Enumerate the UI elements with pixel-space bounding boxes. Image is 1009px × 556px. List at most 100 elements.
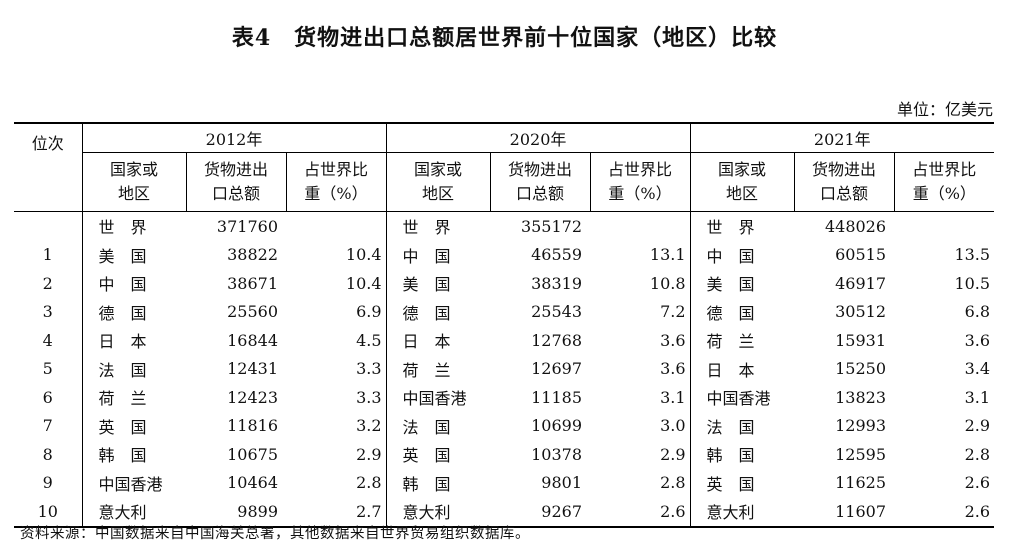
share-cell xyxy=(894,212,994,241)
country-cell: 意大利 xyxy=(81,497,186,527)
value-cell: 10378 xyxy=(531,444,583,464)
share-cell: 3.6 xyxy=(660,330,686,350)
share-cell: 4.5 xyxy=(356,330,382,350)
rank-cell: 10 xyxy=(37,501,58,521)
share-cell: 2.8 xyxy=(356,473,382,493)
value-cell: 355172 xyxy=(520,216,583,236)
rank-cell: 8 xyxy=(42,444,53,464)
share-cell: 2.6 xyxy=(964,473,991,493)
share-header: 占世界比 重（%） xyxy=(285,152,387,212)
country-header: 国家或 地区 xyxy=(689,152,795,212)
country-cell: 法 国 xyxy=(81,354,186,383)
country-cell: 中国香港 xyxy=(689,383,795,412)
country-cell: 荷 兰 xyxy=(385,354,491,383)
year-header-2012: 2012年 xyxy=(81,123,387,153)
source-note: 资料来源：中国数据来自中国海关总署，其他数据来自世界贸易组织数据库。 xyxy=(20,526,530,542)
value-cell: 15250 xyxy=(835,359,887,379)
value-cell: 448026 xyxy=(824,216,887,236)
share-cell: 2.8 xyxy=(964,444,991,464)
country-cell: 意大利 xyxy=(385,497,491,527)
value-cell: 12993 xyxy=(835,416,887,436)
share-cell xyxy=(590,212,690,241)
country-header: 国家或 地区 xyxy=(385,152,491,212)
share-cell: 2.9 xyxy=(964,416,991,436)
value-cell: 9267 xyxy=(541,501,583,521)
rank-cell xyxy=(14,212,82,241)
value-cell: 371760 xyxy=(216,216,278,236)
table-row: 9 中国香港 10464 2.8 韩 国 9801 2.8 英 国 11625 2.6 xyxy=(14,468,994,497)
country-cell: 英 国 xyxy=(385,440,491,469)
value-cell: 25543 xyxy=(531,302,583,322)
share-cell: 13.5 xyxy=(954,245,991,265)
rank-header: 位次 xyxy=(14,123,82,212)
share-cell: 3.0 xyxy=(660,416,686,436)
value-header: 货物进出 口总额 xyxy=(793,152,895,212)
value-cell: 9899 xyxy=(237,501,278,521)
country-cell: 意大利 xyxy=(689,497,795,527)
value-cell: 12768 xyxy=(531,330,583,350)
share-cell: 10.8 xyxy=(649,273,686,293)
table-body: 世 界 371760 世 界 355172 世 界 448026 1 美 国 38822 10.4… xyxy=(14,211,994,527)
value-cell: 11185 xyxy=(531,387,583,407)
value-cell: 10464 xyxy=(227,473,278,493)
country-cell: 中 国 xyxy=(81,269,186,298)
value-header: 货物进出 口总额 xyxy=(185,152,286,212)
country-cell: 中国香港 xyxy=(385,383,491,412)
table-row: 5 法 国 12431 3.3 荷 兰 12697 3.6 日 本 15250 3.4 xyxy=(14,354,994,383)
share-cell xyxy=(286,212,386,241)
value-cell: 12431 xyxy=(227,359,278,379)
share-cell: 2.9 xyxy=(660,444,686,464)
country-header: 国家或 地区 xyxy=(81,152,186,212)
value-cell: 12595 xyxy=(835,444,887,464)
share-cell: 10.4 xyxy=(345,273,382,293)
country-cell: 法 国 xyxy=(689,411,795,440)
share-cell: 3.6 xyxy=(964,330,991,350)
country-cell: 英 国 xyxy=(689,468,795,497)
share-cell: 10.4 xyxy=(345,245,382,265)
share-header: 占世界比 重（%） xyxy=(893,152,995,212)
country-cell: 韩 国 xyxy=(81,440,186,469)
country-cell: 英 国 xyxy=(81,411,186,440)
rank-cell: 3 xyxy=(42,302,53,322)
value-cell: 46559 xyxy=(531,245,583,265)
country-cell: 法 国 xyxy=(385,411,491,440)
value-cell: 46917 xyxy=(835,273,887,293)
country-cell: 日 本 xyxy=(385,326,491,355)
value-cell: 38822 xyxy=(227,245,278,265)
share-cell: 3.3 xyxy=(356,359,382,379)
share-cell: 10.5 xyxy=(954,273,991,293)
country-cell: 世 界 xyxy=(81,211,186,241)
share-cell: 3.4 xyxy=(964,359,991,379)
table-row: 世 界 371760 世 界 355172 世 界 448026 xyxy=(14,211,994,241)
country-cell: 美 国 xyxy=(385,269,491,298)
share-cell: 6.8 xyxy=(964,302,991,322)
rank-cell: 6 xyxy=(42,387,53,407)
country-cell: 中国香港 xyxy=(81,468,186,497)
value-cell: 11625 xyxy=(835,473,887,493)
value-cell: 60515 xyxy=(835,245,887,265)
country-cell: 美 国 xyxy=(689,269,795,298)
country-cell: 世 界 xyxy=(385,211,491,241)
value-cell: 10699 xyxy=(531,416,583,436)
share-cell: 3.2 xyxy=(356,416,382,436)
value-cell: 30512 xyxy=(835,302,887,322)
value-cell: 38319 xyxy=(531,273,583,293)
country-cell: 日 本 xyxy=(689,354,795,383)
trade-ranking-table: 位次 2012年 2020年 2021年 国家或 地区 货物进出 口总额 占世界比重… xyxy=(14,122,995,528)
share-cell: 2.6 xyxy=(964,501,991,521)
value-cell: 9801 xyxy=(541,473,583,493)
value-cell: 16844 xyxy=(227,330,278,350)
value-cell: 25560 xyxy=(227,302,278,322)
country-cell: 德 国 xyxy=(81,297,186,326)
share-cell: 2.9 xyxy=(356,444,382,464)
year-header-2021: 2021年 xyxy=(689,123,995,153)
rank-cell: 4 xyxy=(42,330,53,350)
country-cell: 韩 国 xyxy=(689,440,795,469)
country-cell: 德 国 xyxy=(689,297,795,326)
